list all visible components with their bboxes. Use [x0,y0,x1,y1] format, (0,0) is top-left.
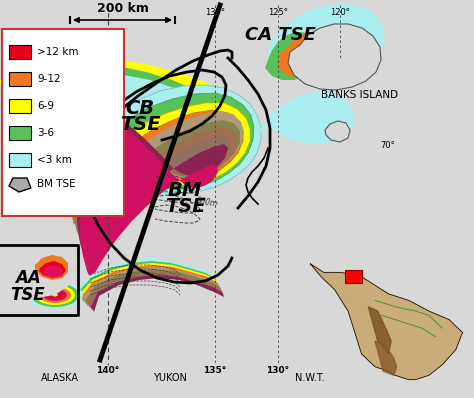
Polygon shape [79,263,218,300]
Polygon shape [80,118,218,278]
Polygon shape [43,265,63,278]
Polygon shape [32,285,79,307]
Bar [346,270,362,283]
Polygon shape [9,178,31,192]
Polygon shape [83,267,220,304]
Text: <3 km: <3 km [37,155,72,165]
Polygon shape [28,284,83,309]
Polygon shape [40,289,71,303]
Text: YUKON: YUKON [153,373,187,383]
Bar [9,45,31,59]
Polygon shape [71,110,243,224]
Polygon shape [89,273,223,310]
Polygon shape [289,37,328,76]
Polygon shape [77,111,228,265]
Polygon shape [73,116,240,240]
Bar [9,72,31,86]
Text: BANKS ISLAND: BANKS ISLAND [321,90,399,100]
Text: N.W.T.: N.W.T. [295,373,325,383]
Text: 120°: 120° [330,8,350,17]
Polygon shape [310,264,463,380]
Polygon shape [39,261,66,278]
Text: 135°: 135° [203,366,227,375]
Polygon shape [368,307,391,354]
Polygon shape [75,258,216,295]
Polygon shape [36,287,75,305]
Text: TSE: TSE [120,115,160,135]
Polygon shape [87,271,222,308]
Polygon shape [268,4,385,82]
Polygon shape [47,292,63,299]
Text: 6-9: 6-9 [37,101,54,111]
Bar [9,153,31,167]
Text: BM: BM [168,181,202,199]
Polygon shape [91,275,224,312]
Polygon shape [85,269,221,306]
Polygon shape [260,92,355,144]
Text: 130°: 130° [205,8,225,17]
Text: 140°: 140° [96,366,119,375]
Polygon shape [76,113,230,256]
Text: 200 km: 200 km [97,2,148,15]
Bar [9,126,31,140]
Text: 9-12: 9-12 [37,74,61,84]
Polygon shape [77,261,217,298]
Text: >12 km: >12 km [37,47,79,57]
Polygon shape [288,24,381,90]
Polygon shape [55,85,261,200]
Polygon shape [0,58,240,182]
Text: TSE: TSE [164,197,205,217]
Polygon shape [0,64,234,186]
Text: BM TSE: BM TSE [37,179,76,189]
Polygon shape [75,115,237,248]
Text: AA: AA [15,269,41,287]
Text: 70°: 70° [380,140,395,150]
Polygon shape [62,93,254,208]
Text: CB: CB [126,98,155,117]
FancyBboxPatch shape [2,29,124,216]
Polygon shape [73,111,244,232]
Text: 3-6: 3-6 [37,128,54,138]
Bar [9,99,31,113]
Text: 125°: 125° [268,8,288,17]
Text: ALASKA: ALASKA [41,373,79,383]
Polygon shape [277,34,326,77]
Polygon shape [35,255,68,280]
Polygon shape [325,121,350,142]
Polygon shape [67,103,250,216]
Text: TSE: TSE [10,286,46,304]
Polygon shape [44,290,67,301]
Text: 600m: 600m [195,196,218,209]
Text: CA TSE: CA TSE [245,26,315,44]
Polygon shape [375,341,397,375]
Polygon shape [265,32,322,80]
Polygon shape [0,74,232,197]
Text: 130°: 130° [266,366,290,375]
Polygon shape [81,265,219,302]
